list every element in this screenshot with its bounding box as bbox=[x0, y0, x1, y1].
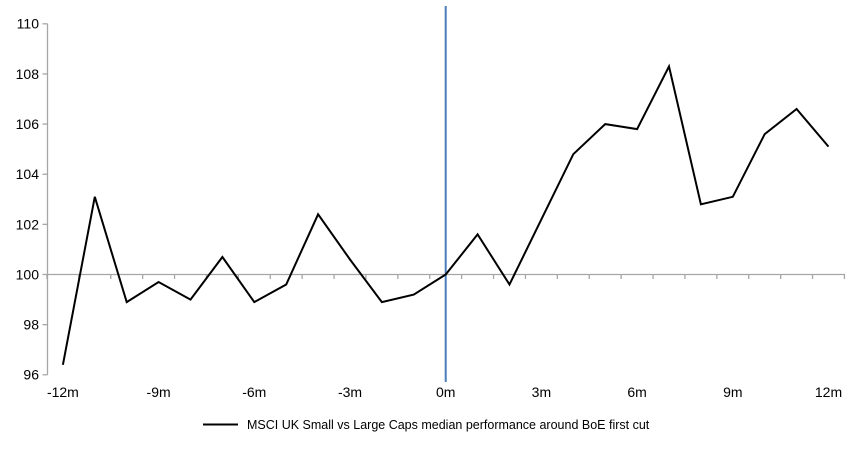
legend: MSCI UK Small vs Large Caps median perfo… bbox=[203, 418, 650, 432]
y-axis-tick-label: 110 bbox=[17, 16, 40, 32]
x-axis-tick-label: 3m bbox=[532, 384, 551, 400]
y-axis-tick-label: 98 bbox=[23, 317, 39, 333]
y-axis-tick-label: 96 bbox=[23, 367, 39, 383]
x-axis-tick-label: 6m bbox=[627, 384, 646, 400]
y-axis-tick-label: 106 bbox=[16, 116, 40, 132]
x-axis-tick-label: 0m bbox=[436, 384, 455, 400]
y-axis: 96 98 100 102 104 106 108 110 bbox=[16, 16, 49, 383]
x-axis-tick-label: 9m bbox=[723, 384, 742, 400]
x-axis-tick-label: -12m bbox=[47, 384, 79, 400]
x-axis-tick-label: -3m bbox=[338, 384, 362, 400]
series-line-msci-uk-small-vs-large-caps bbox=[61, 63, 830, 365]
x-axis-tick-label: -9m bbox=[147, 384, 171, 400]
x-axis-tick-label: -6m bbox=[242, 384, 266, 400]
y-axis-tick-label: 100 bbox=[16, 266, 40, 282]
y-axis-tick-label: 108 bbox=[16, 66, 40, 82]
x-axis-tick-label: 12m bbox=[815, 384, 842, 400]
y-axis-tick-label: 104 bbox=[16, 166, 40, 182]
x-axis-labels: -12m -9m -6m -3m 0m 3m 6m 9m 12m bbox=[47, 384, 842, 400]
legend-label: MSCI UK Small vs Large Caps median perfo… bbox=[247, 418, 650, 432]
y-axis-tick-label: 102 bbox=[16, 216, 40, 232]
